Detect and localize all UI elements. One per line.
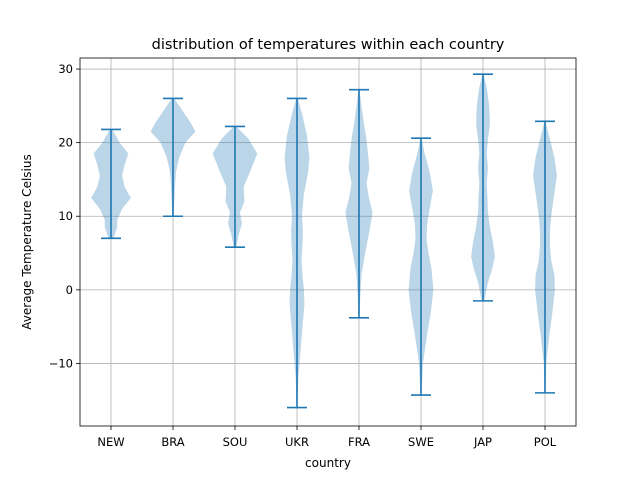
y-axis-label: Average Temperature Celsius [20,154,34,329]
x-tick-label-sou: SOU [223,435,248,449]
chart-title: distribution of temperatures within each… [152,37,505,53]
x-tick-label-ukr: UKR [285,435,309,449]
x-tick-label-pol: POL [534,435,557,449]
x-tick-label-fra: FRA [348,435,370,449]
x-tick-label-bra: BRA [161,435,184,449]
violins [91,73,557,409]
ticks: −10 0 10 20 30 NEW BRA SOU UKR FRA SWE JAP POL [49,62,557,449]
y-tick-label: 10 [58,209,73,223]
y-tick-label: −10 [49,356,73,370]
plot-area-background [80,58,576,426]
y-tick-label: 0 [66,283,73,297]
x-tick-label-jap: JAP [473,435,492,449]
x-tick-label-new: NEW [97,435,124,449]
x-tick-label-swe: SWE [408,435,434,449]
plot-frame [79,57,577,427]
y-tick-label: 30 [58,62,73,76]
x-axis-label: country [305,456,351,470]
y-tick-label: 20 [58,136,73,150]
